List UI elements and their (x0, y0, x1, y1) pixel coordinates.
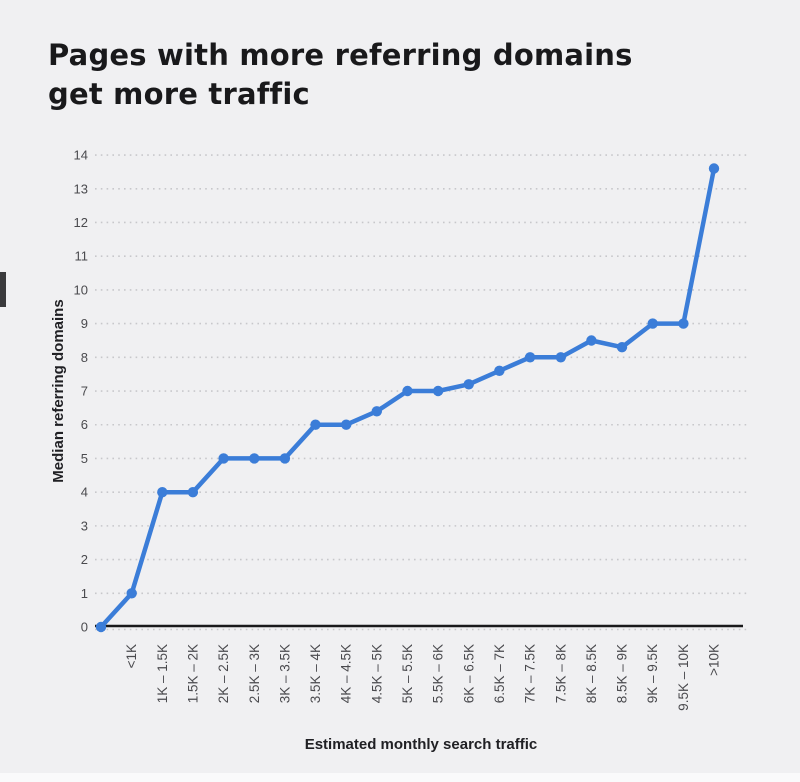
x-tick-label: 4K – 4.5K (339, 644, 354, 703)
data-point (432, 385, 444, 397)
x-tick-label: 3.5K – 4K (308, 644, 323, 703)
chart-title-line2: get more traffic (48, 77, 310, 111)
y-tick-label: 10 (74, 282, 88, 297)
x-tick-label: 8.5K – 9K (615, 644, 630, 703)
data-point (310, 419, 321, 430)
x-tick-label: 9K – 9.5K (645, 644, 660, 703)
x-tick-label: 2.5K – 3K (247, 644, 262, 703)
x-tick-label: 3K – 3.5K (277, 644, 292, 703)
y-tick-label: 4 (81, 485, 88, 500)
left-edge-tab[interactable] (0, 272, 6, 307)
data-point (249, 453, 260, 464)
data-point (402, 385, 413, 397)
x-tick-label: <1K (124, 644, 139, 668)
x-tick-label: >10K (707, 644, 722, 676)
data-point (463, 379, 474, 390)
y-tick-label: 5 (81, 451, 88, 466)
chart-title: Pages with more referring domains get mor… (48, 36, 633, 114)
data-point (157, 487, 168, 498)
data-point (218, 453, 229, 464)
data-point (678, 318, 689, 329)
data-point (279, 453, 291, 464)
x-tick-label: 8K – 8.5K (584, 644, 599, 703)
y-tick-label: 3 (81, 518, 88, 533)
x-tick-label: 1K – 1.5K (155, 644, 170, 703)
data-point (341, 419, 352, 430)
data-point (371, 406, 382, 417)
x-tick-label: 7K – 7.5K (523, 644, 538, 703)
y-axis-title: Median referring domains (50, 299, 67, 482)
data-point (494, 365, 505, 376)
data-point (616, 342, 628, 353)
data-point (708, 163, 720, 174)
y-tick-label: 8 (81, 350, 88, 365)
x-tick-label: 4.5K – 5K (369, 644, 384, 703)
y-tick-label: 7 (81, 384, 88, 399)
data-point (586, 335, 597, 346)
data-point (187, 487, 199, 498)
data-series (95, 163, 720, 633)
y-tick-label: 14 (74, 148, 88, 163)
data-point (555, 352, 566, 363)
x-tick-label: 7.5K – 8K (553, 644, 568, 703)
x-axis-title: Estimated monthly search traffic (305, 736, 538, 753)
y-tick-label: 13 (74, 181, 88, 196)
x-tick-label: 5K – 5.5K (400, 644, 415, 703)
trend-line (98, 166, 717, 630)
x-tick-label: 5.5K – 6K (431, 644, 446, 703)
x-axis-ticks: <1K 1K – 1.5K 1.5K – 2K 2K – 2.5K 2.5K – 3K 3… (124, 644, 721, 711)
data-point (647, 318, 658, 329)
y-tick-label: 9 (81, 316, 88, 331)
y-tick-label: 11 (75, 249, 89, 264)
x-tick-label: 1.5K – 2K (185, 644, 200, 703)
gridlines (95, 154, 748, 631)
x-tick-label: 2K – 2.5K (216, 644, 231, 703)
page-bottom-edge (0, 773, 800, 782)
data-point (524, 352, 536, 363)
y-tick-label: 2 (81, 552, 88, 567)
y-tick-label: 6 (81, 417, 88, 432)
data-point (126, 588, 137, 599)
x-tick-label: 6K – 6.5K (461, 644, 476, 703)
y-tick-label: 0 (81, 620, 88, 635)
y-tick-label: 1 (81, 586, 88, 601)
x-tick-label: 9.5K – 10K (676, 644, 691, 711)
chart-title-line1: Pages with more referring domains (48, 38, 633, 72)
x-tick-label: 6.5K – 7K (492, 644, 507, 703)
data-point (95, 621, 107, 633)
y-tick-label: 12 (74, 215, 88, 230)
